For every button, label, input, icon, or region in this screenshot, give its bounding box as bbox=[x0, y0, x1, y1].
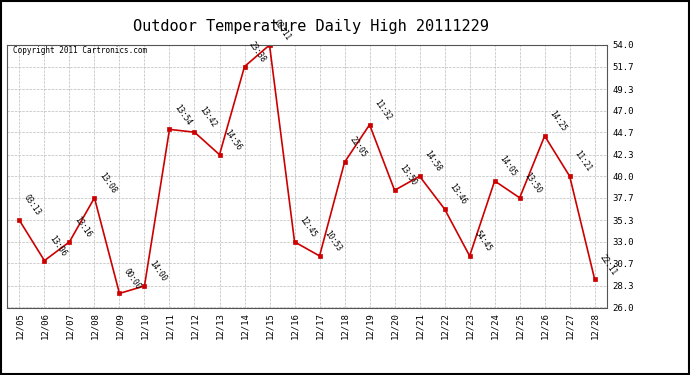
Text: 13:46: 13:46 bbox=[447, 182, 468, 206]
Text: 54:45: 54:45 bbox=[473, 229, 493, 253]
Text: 13:50: 13:50 bbox=[522, 171, 543, 195]
Text: 14:56: 14:56 bbox=[222, 128, 243, 152]
Text: 10:53: 10:53 bbox=[322, 229, 343, 253]
Text: 22:05: 22:05 bbox=[347, 135, 368, 159]
Text: 13:16: 13:16 bbox=[72, 215, 93, 239]
Text: 13:42: 13:42 bbox=[197, 105, 218, 129]
Text: 14:58: 14:58 bbox=[422, 149, 443, 174]
Text: 02:11: 02:11 bbox=[273, 18, 293, 42]
Text: 11:21: 11:21 bbox=[573, 149, 593, 174]
Text: Copyright 2011 Cartronics.com: Copyright 2011 Cartronics.com bbox=[13, 46, 147, 56]
Text: 00:00: 00:00 bbox=[122, 267, 143, 291]
Text: 13:54: 13:54 bbox=[172, 102, 193, 127]
Text: 13:50: 13:50 bbox=[397, 164, 418, 188]
Text: 13:06: 13:06 bbox=[47, 234, 68, 258]
Text: 14:25: 14:25 bbox=[547, 109, 568, 133]
Text: 23:38: 23:38 bbox=[247, 40, 268, 64]
Text: 03:13: 03:13 bbox=[22, 194, 43, 217]
Text: 14:05: 14:05 bbox=[497, 154, 518, 178]
Text: 12:45: 12:45 bbox=[297, 215, 318, 239]
Text: 11:32: 11:32 bbox=[373, 98, 393, 122]
Text: 14:00: 14:00 bbox=[147, 259, 168, 283]
Text: 13:08: 13:08 bbox=[97, 171, 118, 195]
Text: 22:11: 22:11 bbox=[598, 252, 618, 277]
Text: Outdoor Temperature Daily High 20111229: Outdoor Temperature Daily High 20111229 bbox=[132, 19, 489, 34]
